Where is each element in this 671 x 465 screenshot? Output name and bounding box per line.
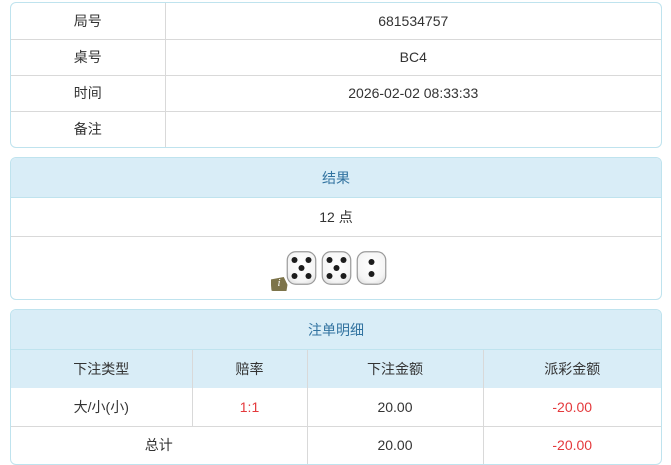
table-row: 桌号 BC4 (11, 38, 661, 75)
payout-amount-cell: -20.00 (482, 388, 661, 426)
dice-images: i (270, 251, 389, 291)
result-panel: 结果 12 点 i (10, 157, 662, 300)
total-bet-amount: 20.00 (306, 425, 483, 464)
time-label: 时间 (11, 74, 165, 111)
bet-detail-panel: 注单明细 下注类型 赔率 下注金额 派彩金额 大/小(小) 1:1 20.00 … (10, 309, 662, 465)
table-header-row: 下注类型 赔率 下注金额 派彩金额 (11, 350, 661, 388)
table-id-value: BC4 (164, 38, 661, 75)
bet-amount-cell: 20.00 (306, 388, 483, 426)
col-header-bet-type: 下注类型 (11, 350, 192, 388)
dice-group: i (270, 251, 389, 291)
table-row: 大/小(小) 1:1 20.00 -20.00 (11, 388, 661, 426)
col-header-odds: 赔率 (191, 350, 307, 388)
time-value: 2026-02-02 08:33:33 (164, 74, 661, 111)
col-header-bet-amount: 下注金额 (306, 350, 483, 388)
remark-value (164, 110, 661, 147)
die-face-5-image (286, 251, 316, 285)
result-panel-title: 结果 (11, 158, 661, 198)
total-label: 总计 (11, 425, 307, 464)
odds-cell: 1:1 (191, 388, 307, 426)
round-info-table: 局号 681534757 桌号 BC4 时间 2026-02-02 08:33:… (11, 3, 661, 147)
table-id-label: 桌号 (11, 38, 165, 75)
remark-label: 备注 (11, 110, 165, 147)
table-row: 局号 681534757 (11, 3, 661, 39)
total-payout-amount: -20.00 (482, 425, 661, 464)
total-row: 总计 20.00 -20.00 (11, 425, 661, 464)
round-info-panel: 局号 681534757 桌号 BC4 时间 2026-02-02 08:33:… (10, 2, 662, 148)
die-face-5-image (321, 251, 351, 285)
info-icon: i (270, 277, 288, 291)
bet-type-cell: 大/小(小) (73, 398, 129, 415)
table-row: 时间 2026-02-02 08:33:33 (11, 74, 661, 111)
dice-row: i (11, 237, 661, 299)
col-header-payout-amount: 派彩金额 (482, 350, 661, 388)
bet-result-page: 局号 681534757 桌号 BC4 时间 2026-02-02 08:33:… (10, 2, 662, 465)
result-points: 12 点 (11, 198, 661, 237)
round-id-label: 局号 (73, 12, 102, 29)
bet-detail-table: 下注类型 赔率 下注金额 派彩金额 大/小(小) 1:1 20.00 -20.0… (11, 350, 661, 464)
round-id-value: 681534757 (164, 3, 661, 39)
die-face-2-image (356, 251, 386, 285)
table-row: 备注 (11, 110, 661, 147)
bet-detail-title: 注单明细 (11, 310, 661, 350)
